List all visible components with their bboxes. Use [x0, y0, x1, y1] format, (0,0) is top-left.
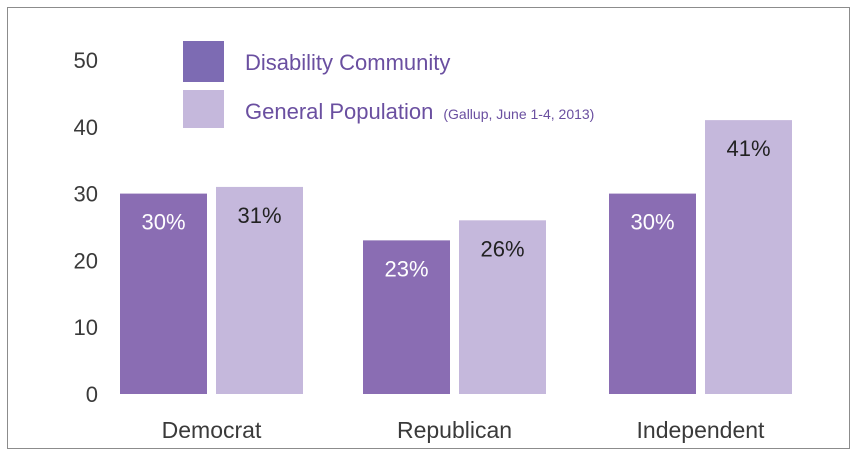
bar-value-label: 31%	[237, 203, 281, 228]
y-tick-label: 50	[74, 48, 98, 73]
y-tick-label: 20	[74, 248, 98, 273]
legend-label-disability: Disability Community	[245, 50, 450, 75]
legend-swatch-disability	[183, 41, 224, 82]
x-category-label: Independent	[637, 417, 766, 443]
bar-general-democrat	[216, 186, 303, 394]
y-tick-label: 10	[74, 315, 98, 340]
y-tick-label: 30	[74, 182, 98, 207]
bar-disability-republican	[363, 240, 450, 394]
bar-value-label: 41%	[726, 136, 770, 161]
y-tick-label: 0	[86, 382, 98, 407]
bar-general-republican	[459, 220, 546, 394]
bar-general-independent	[705, 120, 792, 395]
bar-value-label: 30%	[141, 210, 185, 235]
bar-disability-democrat	[120, 193, 207, 394]
legend-swatch-general	[183, 90, 224, 128]
legend-label-general: General Population	[245, 99, 433, 124]
bar-value-label: 26%	[480, 236, 524, 261]
x-category-label: Democrat	[162, 417, 262, 443]
bar-value-label: 23%	[384, 256, 428, 281]
x-category-label: Republican	[397, 417, 512, 443]
y-tick-label: 40	[74, 115, 98, 140]
legend-source-note: (Gallup, June 1-4, 2013)	[443, 106, 594, 122]
bar-disability-independent	[609, 193, 696, 394]
bar-value-label: 30%	[630, 210, 674, 235]
legend-label-general-group: General Population (Gallup, June 1-4, 20…	[245, 99, 594, 124]
